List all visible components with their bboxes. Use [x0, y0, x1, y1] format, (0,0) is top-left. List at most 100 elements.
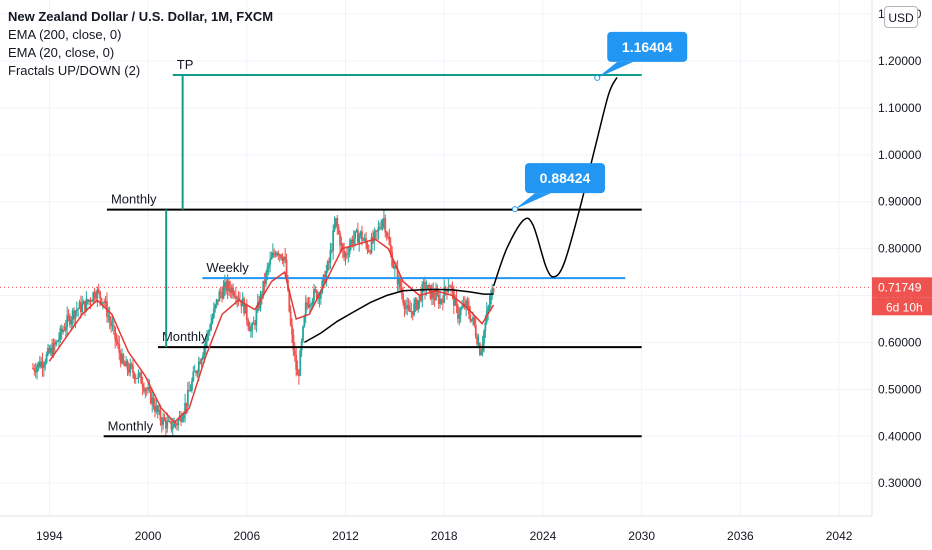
candle-body [347, 253, 350, 255]
countdown-badge-value: 6d 10h [886, 300, 923, 314]
candle-body [42, 365, 45, 368]
currency-button[interactable]: USD [884, 6, 918, 28]
y-tick-label: 0.40000 [878, 429, 922, 443]
candle-body [110, 320, 112, 327]
candle-body [49, 347, 52, 353]
candle-body [247, 320, 250, 327]
candle-body [454, 298, 457, 306]
indicator-fractals[interactable]: Fractals UP/DOWN (2) [8, 63, 141, 78]
symbol-title[interactable]: New Zealand Dollar / U.S. Dollar, 1M, FX… [8, 9, 274, 24]
candle-body [308, 304, 311, 308]
callout-label: 1.16404 [622, 39, 673, 55]
candle-body [488, 304, 491, 308]
candle-body [302, 326, 304, 341]
candle-body [389, 244, 392, 252]
candle-body [417, 300, 420, 310]
candle-body [136, 378, 139, 380]
candle-body [127, 369, 130, 373]
candle-body [162, 417, 165, 425]
candle-body [413, 303, 415, 315]
candle-body [263, 280, 266, 285]
candle-body [280, 254, 282, 259]
candle-body [277, 252, 280, 256]
candle-body [403, 302, 406, 309]
candle-body [351, 240, 354, 244]
indicator-ema-200[interactable]: EMA (200, close, 0) [8, 27, 122, 42]
candle-body [407, 305, 410, 310]
candle-body [356, 230, 359, 243]
candle-body [51, 347, 54, 356]
candle-body [411, 311, 414, 315]
candle-body [175, 423, 178, 426]
candle-body [221, 293, 224, 299]
candle-body [457, 306, 459, 319]
candle-body [332, 230, 335, 251]
candle-body [74, 310, 77, 319]
candle-body [132, 365, 134, 374]
candle-body [185, 402, 188, 407]
candle-body [40, 361, 43, 368]
candle-body [378, 227, 381, 229]
candle-body [103, 302, 106, 304]
ema20-line [48, 238, 495, 424]
candle-body [273, 252, 276, 255]
candle-body [211, 317, 214, 323]
candle-body [48, 347, 51, 353]
candle-body [297, 375, 300, 377]
candle-body [476, 336, 479, 345]
callout-box [524, 163, 605, 194]
candle-body [95, 297, 97, 299]
candle-body [483, 331, 485, 344]
candle-body [339, 233, 341, 246]
candle-body [186, 389, 189, 407]
candle-body [143, 387, 145, 392]
candle-body [237, 297, 240, 301]
callout-anchor [511, 206, 518, 213]
x-tick-label: 2030 [628, 529, 655, 543]
candle-body [101, 302, 104, 304]
candle-body [117, 342, 119, 345]
candle-body [473, 317, 476, 325]
candle-body [282, 256, 285, 262]
candle-body [32, 368, 34, 370]
candle-body [122, 354, 125, 364]
candle-body [288, 289, 291, 312]
candle-body [234, 296, 237, 299]
candle-body [452, 290, 455, 306]
candle-body [149, 388, 152, 404]
candle-body [274, 254, 277, 256]
candle-body [93, 292, 96, 298]
candle-body [472, 317, 474, 319]
candle-body [92, 292, 95, 302]
candle-body [41, 361, 44, 368]
candle-body [147, 387, 149, 390]
candle-body [415, 299, 418, 310]
level-label: Monthly [111, 192, 157, 207]
candle-body [126, 360, 129, 370]
candle-body [129, 364, 132, 373]
candle-body [335, 218, 337, 226]
candle-body [291, 324, 293, 335]
indicator-ema-20[interactable]: EMA (20, close, 0) [8, 45, 115, 60]
x-tick-label: 1994 [36, 529, 63, 543]
candle-body [215, 299, 218, 305]
candle-body [229, 288, 232, 293]
candle-body [86, 299, 89, 302]
candle-body [70, 319, 73, 325]
y-tick-label: 1.20000 [878, 54, 922, 68]
candle-body [432, 290, 435, 298]
candle-body [148, 387, 151, 389]
candle-body [222, 287, 225, 299]
candle-body [336, 218, 339, 227]
candle-body [78, 302, 81, 309]
candle-body [443, 286, 446, 303]
candle-body [169, 420, 171, 422]
candle-body [382, 218, 385, 221]
callouts: 0.88424 1.16404 [511, 31, 688, 213]
candle-body [62, 329, 64, 333]
candle-body [281, 258, 284, 262]
candle-body [230, 287, 233, 293]
candle-body [204, 341, 207, 347]
candle-body [477, 343, 480, 345]
